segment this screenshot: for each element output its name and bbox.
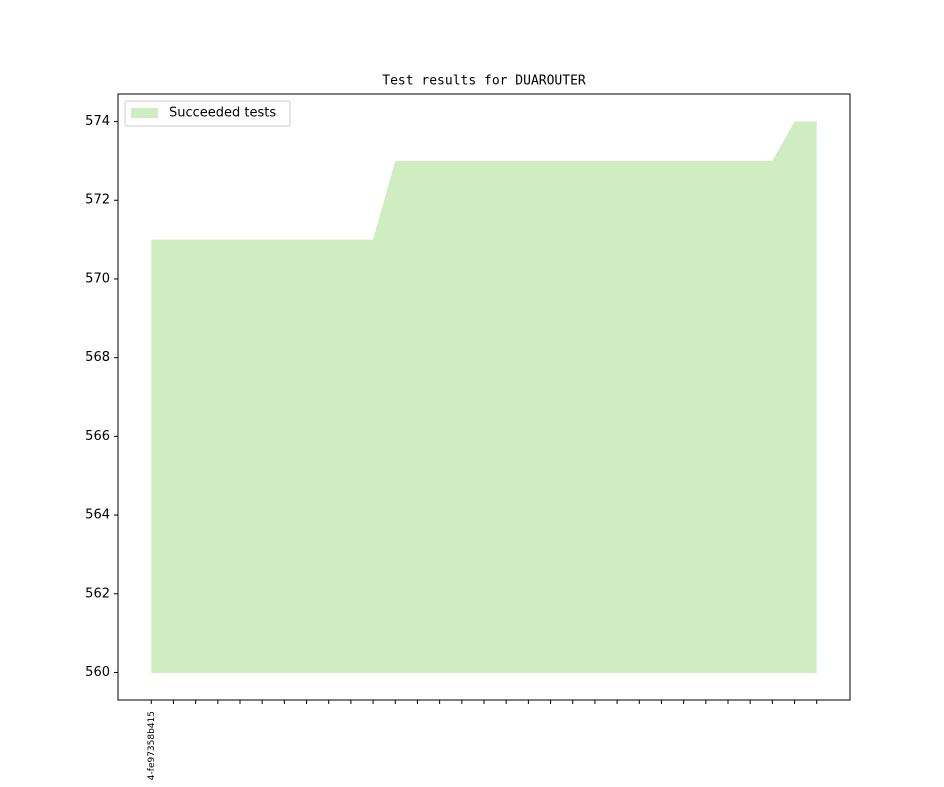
y-tick-label: 568 [85,350,110,365]
y-tick-label: 574 [85,114,110,129]
y-tick-label: 562 [85,586,110,601]
y-tick-label: 570 [85,271,110,286]
legend: Succeeded tests [124,100,291,127]
y-tick-label: 572 [85,193,110,208]
chart-title: Test results for DUAROUTER [382,74,586,89]
legend-label: Succeeded tests [169,106,276,121]
legend-box [124,100,291,127]
x-tick-label: 4-fe97358b415 [147,711,157,780]
area [151,121,817,673]
y-tick-label: 566 [85,429,110,444]
y-tick-label: 564 [85,508,110,523]
y-tick-label: 560 [85,665,110,680]
legend-swatch [131,108,158,118]
